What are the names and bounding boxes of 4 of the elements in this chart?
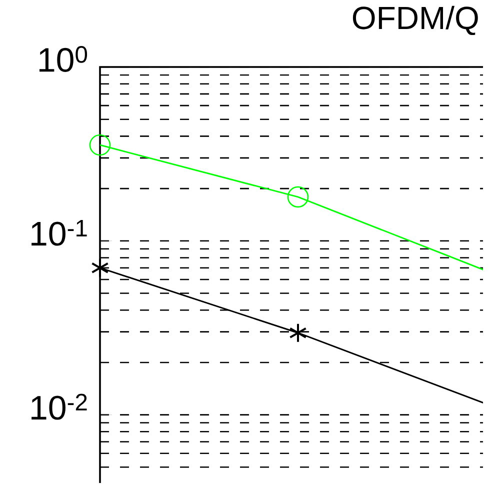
y-tick-label: 10$^{-2}$	[32, 394, 87, 420]
y-tick-label: 10$^{0}$	[40, 46, 88, 72]
chart-title: OFDM/Q	[352, 6, 478, 36]
y-tick-label: 10$^{-1}$	[32, 220, 87, 246]
